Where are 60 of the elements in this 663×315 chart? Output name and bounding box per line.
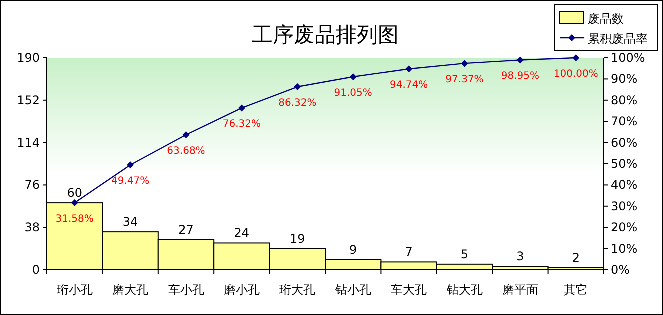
y2-tick-label: 80% xyxy=(611,93,638,108)
point xyxy=(127,162,134,169)
data-label: 76.32% xyxy=(222,119,262,130)
point xyxy=(350,73,357,80)
y2-tick-label: 60% xyxy=(611,136,638,150)
point xyxy=(461,60,468,68)
legend-label: 废品数 xyxy=(588,12,624,26)
y-tick-label: 190 xyxy=(17,51,40,65)
legend-label: 累积废品率 xyxy=(588,32,648,46)
y-tick-label: 114 xyxy=(17,136,40,150)
data-label: 9 xyxy=(350,242,358,257)
point xyxy=(71,200,78,207)
x-tick-label: 车小孔 xyxy=(168,283,204,297)
data-label: 60 xyxy=(67,186,82,200)
y2-tick-label: 70% xyxy=(611,114,638,129)
y2-tick-label: 40% xyxy=(611,178,638,192)
data-label: 7 xyxy=(405,245,413,260)
point xyxy=(238,104,246,112)
data-label: 5 xyxy=(460,247,469,262)
data-label: 63.68% xyxy=(167,146,206,157)
data-label: 27 xyxy=(178,222,194,237)
chart-title: 工序废品排列图 xyxy=(252,23,399,47)
x-tick-label: 磨小孔 xyxy=(224,283,260,297)
y-tick-label: 0 xyxy=(32,263,40,277)
data-label: 91.05% xyxy=(334,88,372,99)
x-tick-label: 钻小孔 xyxy=(334,283,372,297)
x-tick-label: 磨大孔 xyxy=(112,283,149,297)
y-tick-label: 38 xyxy=(24,220,40,235)
point xyxy=(182,132,190,138)
x-tick-label: 其它 xyxy=(564,283,588,297)
x-tick-label: 珩小孔 xyxy=(56,283,93,297)
data-label: 34 xyxy=(122,215,138,230)
y2-tick-label: 50% xyxy=(611,157,638,171)
y2-tick-label: 10% xyxy=(611,242,638,256)
y2-tick-label: 100% xyxy=(611,51,646,65)
x-tick-label: 磨平面 xyxy=(502,283,538,297)
x-tick-label: 钻大孔 xyxy=(446,283,483,297)
y2-tick-label: 20% xyxy=(611,220,638,235)
x-tick-label: 珩大孔 xyxy=(280,283,316,297)
point xyxy=(406,66,413,73)
data-label: 97.37% xyxy=(446,74,484,86)
point xyxy=(516,56,524,64)
y-tick-label: 152 xyxy=(17,93,40,108)
y-tick-label: 76 xyxy=(24,178,40,192)
data-label: 19 xyxy=(290,232,306,246)
y2-tick-label: 30% xyxy=(611,199,638,214)
data-label: 98.95% xyxy=(501,71,540,82)
data-label: 86.32% xyxy=(278,98,317,109)
y2-tick-label: 0% xyxy=(611,263,630,277)
point xyxy=(294,84,302,90)
data-label: 31.58% xyxy=(56,214,94,226)
data-label: 3 xyxy=(516,250,524,264)
data-label: 94.74% xyxy=(390,80,428,92)
data-label: 100.00% xyxy=(554,69,598,80)
y2-tick-label: 90% xyxy=(611,72,638,86)
data-label: 2 xyxy=(572,250,580,265)
point xyxy=(572,54,580,62)
x-tick-label: 车大孔 xyxy=(391,283,428,297)
data-label: 49.47% xyxy=(111,176,150,188)
data-label: 24 xyxy=(234,226,250,240)
